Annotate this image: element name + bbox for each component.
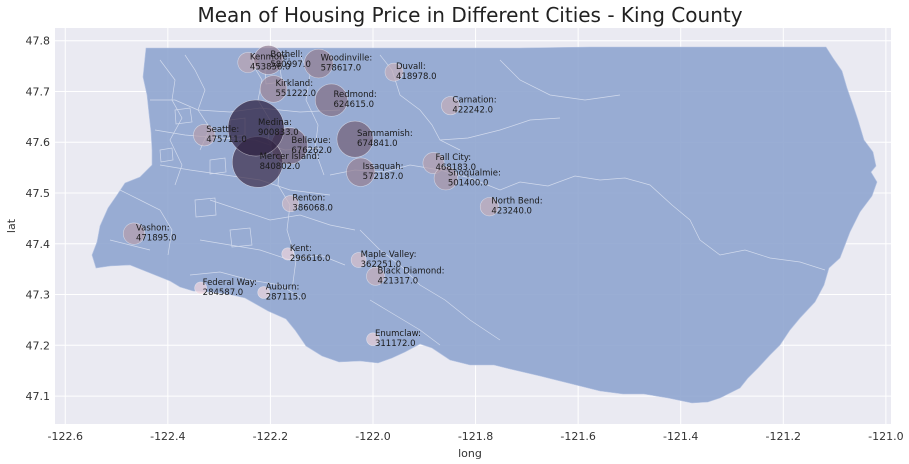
city-name-label: Federal Way: (203, 278, 257, 288)
city-value-label: 362251.0 (361, 260, 402, 270)
city-name-label: Seattle: (206, 125, 239, 135)
city-point (194, 281, 207, 295)
x-axis-label: long (458, 447, 482, 460)
chart-title: Mean of Housing Price in Different Citie… (197, 3, 742, 27)
city-name-label: Mercer Island: (260, 152, 320, 162)
city-name-label: Woodinville: (321, 54, 373, 64)
city-name-label: Kent: (290, 244, 312, 254)
city-name-label: North Bend: (491, 197, 542, 207)
x-tick-label: -121.2 (766, 430, 801, 443)
city-value-label: 840802.0 (260, 162, 301, 172)
x-tick-label: -122.2 (253, 430, 288, 443)
city-name-label: Maple Valley: (361, 250, 417, 260)
city-point (257, 286, 271, 299)
city-name-label: Carnation: (452, 96, 496, 106)
y-tick-label: 47.6 (26, 136, 51, 149)
x-tick-label: -121.6 (560, 430, 595, 443)
x-tick-label: -121.8 (458, 430, 493, 443)
city-point (303, 48, 334, 79)
city-name-label: Sammamish: (357, 129, 413, 139)
city-point (384, 62, 404, 82)
city-value-label: 423240.0 (491, 207, 532, 217)
y-axis-label: lat (5, 218, 18, 233)
city-value-label: 551222.0 (275, 89, 316, 99)
city-name-label: Bellevue: (291, 136, 331, 146)
city-value-label: 296616.0 (290, 254, 331, 264)
city-name-label: Vashon: (136, 224, 170, 234)
city-point (193, 124, 216, 147)
city-name-label: Bothell: (270, 50, 303, 60)
x-tick-label: -121.4 (663, 430, 698, 443)
city-value-label: 580997.0 (270, 60, 311, 70)
y-tick-label: 47.3 (26, 289, 51, 302)
city-value-label: 674841.0 (357, 139, 398, 149)
city-point (259, 75, 288, 103)
y-tick-label: 47.7 (26, 85, 51, 98)
y-tick-label: 47.4 (26, 238, 51, 251)
y-tick-label: 47.2 (26, 339, 51, 352)
city-name-label: Kenmore: (250, 53, 291, 63)
city-point (122, 222, 145, 245)
city-point (281, 247, 295, 261)
city-value-label: 501400.0 (448, 178, 489, 188)
x-tick-label: -122.0 (355, 430, 390, 443)
city-value-label: 475711.0 (206, 135, 247, 145)
city-point (350, 252, 367, 268)
city-name-label: Auburn: (266, 283, 300, 293)
city-point (346, 157, 376, 187)
city-name-label: Medina: (258, 118, 292, 128)
city-value-label: 421317.0 (378, 276, 419, 286)
city-name-label: Snoqualmie: (448, 168, 501, 178)
city-point (227, 99, 285, 157)
city-point (314, 83, 348, 117)
city-name-label: Enumclaw: (375, 329, 421, 339)
city-name-label: Fall City: (436, 153, 472, 163)
city-name-label: Issaquah: (363, 162, 404, 172)
x-tick-label: -121.0 (868, 430, 903, 443)
city-name-label: Duvall: (396, 62, 426, 72)
city-name-label: Kirkland: (275, 79, 313, 89)
labels-layer: Kenmore:453856.0 Bothell:580997.0 Woodinvi… (136, 50, 543, 349)
city-point (282, 195, 299, 213)
city-name-label: Black Diamond: (378, 266, 445, 276)
city-value-label: 311172.0 (375, 339, 416, 349)
city-point (366, 332, 380, 346)
city-value-label: 624615.0 (333, 100, 374, 110)
city-value-label: 287115.0 (266, 293, 307, 303)
y-tick-label: 47.8 (26, 35, 51, 48)
y-tick-label: 47.1 (26, 390, 51, 403)
city-value-label: 386068.0 (292, 204, 333, 214)
x-tick-label: -122.4 (150, 430, 185, 443)
city-point (441, 96, 460, 116)
city-name-label: Renton: (292, 194, 325, 204)
city-point (336, 120, 374, 158)
city-value-label: 453856.0 (250, 63, 291, 73)
city-name-label: Redmond: (333, 90, 376, 100)
city-point (366, 266, 385, 286)
city-value-label: 578617.0 (321, 64, 362, 74)
city-value-label: 572187.0 (363, 172, 404, 182)
city-value-label: 418978.0 (396, 72, 437, 82)
city-value-label: 676262.0 (291, 146, 332, 156)
points-layer (122, 45, 499, 346)
city-point (422, 152, 445, 174)
city-point (433, 166, 458, 191)
axes: -122.6 -122.4 -122.2 -122.0 -121.8 -121.6 -121… (26, 35, 904, 443)
city-value-label: 422242.0 (452, 106, 493, 116)
city-value-label: 471895.0 (136, 234, 177, 244)
city-value-label: 468183.0 (436, 163, 477, 173)
y-tick-label: 47.5 (26, 187, 51, 200)
city-point (479, 197, 499, 217)
x-tick-label: -122.6 (48, 430, 83, 443)
city-value-label: 284587.0 (203, 288, 244, 298)
city-value-label: 900833.0 (258, 128, 299, 138)
city-point (253, 45, 284, 75)
